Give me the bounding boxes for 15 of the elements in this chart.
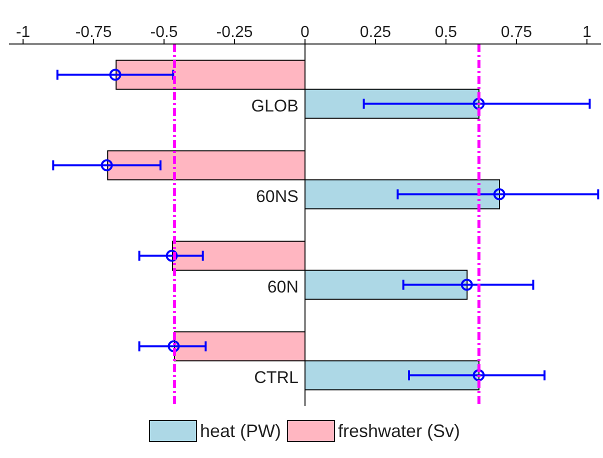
y-tick-label: CTRL — [254, 368, 298, 387]
legend-label: freshwater (Sv) — [337, 420, 460, 442]
x-tick-label: 0.5 — [434, 24, 458, 41]
y-tick-label: 60N — [267, 277, 298, 296]
x-tick-label: 0 — [300, 24, 310, 41]
x-tick-label: 0.75 — [500, 24, 532, 41]
y-tick-label: 60NS — [256, 186, 298, 206]
x-tick-label: -0.75 — [75, 24, 112, 41]
x-tick-label: -1 — [16, 24, 30, 41]
y-tick-label: GLOB — [251, 96, 298, 116]
x-tick-label: 0.25 — [360, 24, 392, 41]
x-tick-label: 1 — [582, 24, 592, 41]
x-tick-label: -0.5 — [150, 24, 178, 41]
legend-label: heat (PW) — [198, 420, 281, 442]
x-tick-label: -0.25 — [216, 24, 253, 41]
